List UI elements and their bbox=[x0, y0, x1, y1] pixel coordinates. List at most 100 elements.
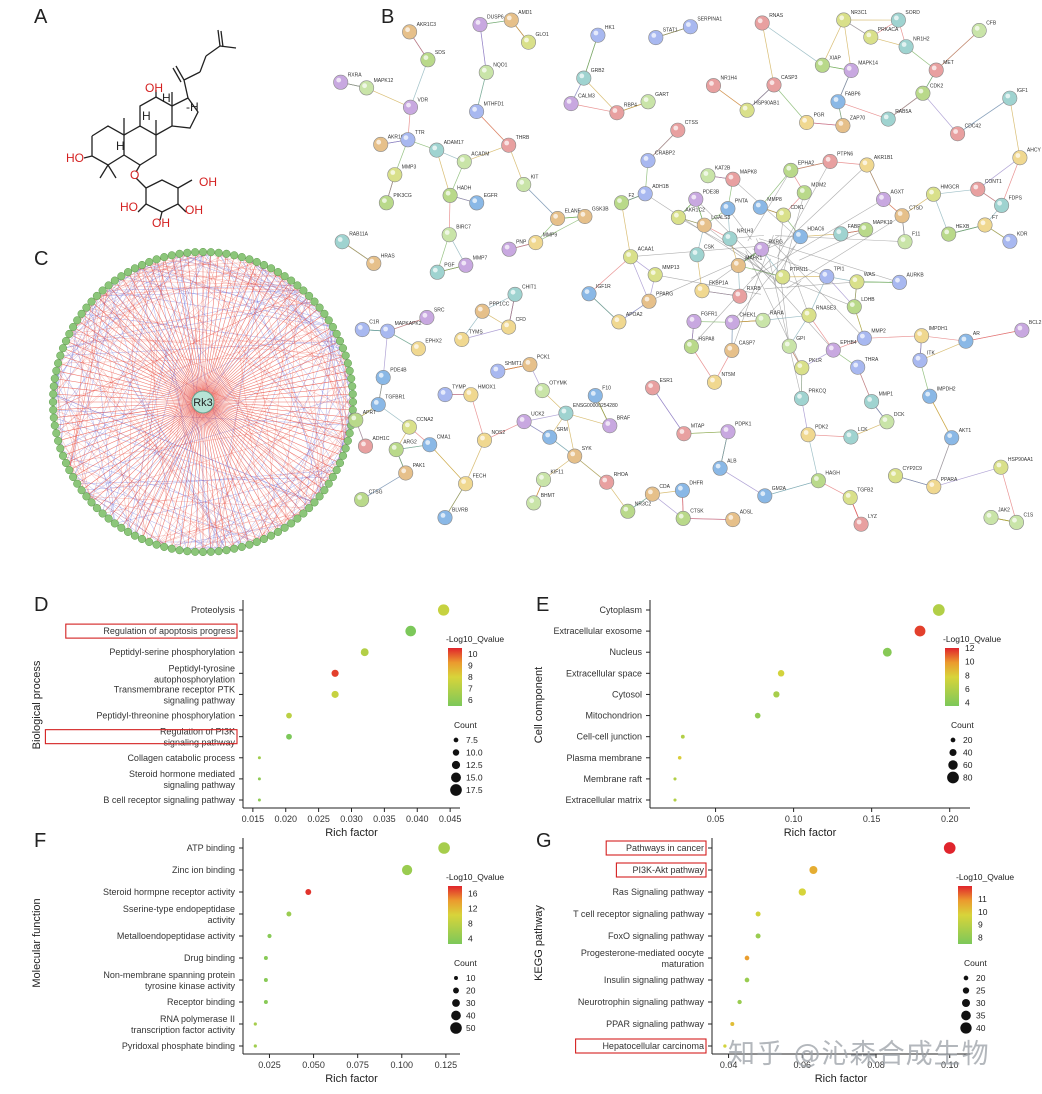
ppi-node-highlight bbox=[414, 344, 419, 349]
category-label: Peptidyl-threonine phosphorylation bbox=[96, 711, 235, 721]
target-node bbox=[191, 248, 200, 257]
ppi-node: RBP4 bbox=[609, 103, 637, 121]
ppi-node-highlight bbox=[882, 417, 888, 422]
ppi-node-highlight bbox=[580, 211, 586, 217]
ppi-node-label: FABP4 bbox=[848, 224, 864, 230]
color-bar bbox=[945, 648, 959, 706]
ppi-node: MAPK14 bbox=[843, 61, 878, 78]
ppi-node-circle bbox=[912, 352, 928, 368]
compound-edge bbox=[202, 401, 250, 545]
compound-edge bbox=[134, 401, 204, 536]
compound-edge bbox=[56, 370, 219, 552]
ppi-node: PTPN11 bbox=[775, 267, 808, 285]
ppi-edge bbox=[701, 290, 740, 297]
ppi-node: OTYMK bbox=[534, 381, 568, 399]
ppi-edge bbox=[380, 139, 408, 145]
ppi-node-circle bbox=[1012, 150, 1028, 166]
ppi-edge bbox=[396, 444, 430, 450]
target-node bbox=[341, 444, 350, 453]
target-edge bbox=[336, 394, 354, 471]
ppi-node: CFD bbox=[501, 317, 526, 335]
data-point bbox=[680, 734, 685, 739]
target-node bbox=[328, 322, 337, 332]
ppi-edge bbox=[871, 401, 888, 423]
compound-edge bbox=[121, 276, 204, 403]
target-edge bbox=[303, 433, 350, 514]
compound-edge bbox=[149, 261, 344, 349]
compound-edge bbox=[202, 370, 350, 403]
compound-edge bbox=[284, 285, 298, 528]
ppi-edge bbox=[691, 258, 772, 347]
ppi-node: CYP2C9 bbox=[887, 466, 922, 484]
ppi-edge bbox=[746, 84, 775, 111]
ppi-edge bbox=[409, 31, 429, 60]
data-point bbox=[263, 956, 268, 960]
ppi-node-highlight bbox=[973, 184, 979, 190]
category-label: Steroid hormpne receptor activity bbox=[103, 887, 236, 897]
ppi-node-label: HAGH bbox=[825, 471, 840, 477]
compound-edge bbox=[96, 295, 204, 403]
ppi-node-highlight bbox=[900, 237, 906, 242]
target-edge bbox=[96, 290, 304, 297]
ppi-edge bbox=[826, 276, 855, 308]
compound-edge bbox=[156, 489, 325, 545]
ppi-node-highlight bbox=[861, 225, 867, 231]
compound-edge bbox=[86, 417, 353, 497]
compound-edge bbox=[54, 425, 227, 551]
ppi-node: DHFR bbox=[674, 480, 704, 498]
target-edge bbox=[108, 251, 204, 519]
compound-edge bbox=[171, 370, 350, 549]
ppi-node: HSP90AB1 bbox=[739, 100, 780, 118]
ppi-node-highlight bbox=[579, 73, 585, 79]
ppi-node-circle bbox=[388, 442, 404, 458]
compound-edge bbox=[202, 378, 352, 403]
size-legend-label: 40 bbox=[466, 1011, 476, 1021]
ppi-node: RHOA bbox=[599, 472, 629, 490]
ppi-node-highlight bbox=[692, 250, 698, 255]
ppi-node-label: CRABP2 bbox=[655, 151, 675, 157]
compound-edge bbox=[54, 378, 352, 426]
ppi-edge bbox=[761, 22, 823, 66]
target-edge bbox=[241, 256, 310, 297]
ppi-node-highlight bbox=[839, 15, 845, 21]
ppi-node-highlight bbox=[838, 121, 844, 126]
ppi-edge bbox=[935, 30, 980, 71]
ppi-node-label: MMP3 bbox=[402, 165, 417, 171]
compound-edge bbox=[108, 285, 304, 291]
ppi-edge bbox=[409, 31, 429, 60]
panel-letter-b: B bbox=[381, 6, 395, 28]
compound-edge bbox=[62, 347, 204, 403]
target-node bbox=[305, 504, 314, 513]
target-node bbox=[222, 249, 231, 258]
ppi-edge bbox=[386, 174, 396, 203]
target-node bbox=[338, 451, 348, 460]
ppi-node: F10 bbox=[587, 386, 611, 404]
category-label: Receptor binding bbox=[167, 997, 235, 1007]
target-node bbox=[56, 351, 65, 360]
ppi-node: EPHB4 bbox=[825, 340, 857, 358]
ppi-node-highlight bbox=[510, 289, 516, 295]
category-label-line: Non-membrane spanning protein bbox=[103, 970, 235, 980]
target-edge bbox=[53, 417, 67, 464]
ppi-node-highlight bbox=[440, 513, 446, 518]
x-tick-label: 0.040 bbox=[406, 814, 429, 824]
category-label-line: activity bbox=[207, 915, 235, 925]
compound-edge bbox=[54, 425, 98, 509]
ppi-node: VDR bbox=[402, 97, 428, 115]
compound-edge bbox=[249, 502, 315, 545]
ppi-node: ELANE bbox=[550, 209, 582, 227]
compound-edge bbox=[69, 313, 82, 335]
compound-edge bbox=[202, 401, 325, 491]
ppi-node-label: FGFR1 bbox=[701, 312, 718, 318]
target-edge bbox=[76, 483, 87, 497]
ppi-node-circle bbox=[613, 195, 629, 211]
target-node bbox=[167, 251, 176, 260]
ppi-node-circle bbox=[522, 357, 538, 373]
ppi-edge bbox=[871, 401, 888, 423]
ppi-edge bbox=[965, 329, 1022, 342]
category-label-line: Progesterone-mediated oocyte bbox=[581, 948, 704, 958]
ppi-edge bbox=[621, 193, 646, 204]
ppi-node-highlight bbox=[980, 220, 986, 226]
ppi-node-label: FABP6 bbox=[845, 92, 861, 98]
